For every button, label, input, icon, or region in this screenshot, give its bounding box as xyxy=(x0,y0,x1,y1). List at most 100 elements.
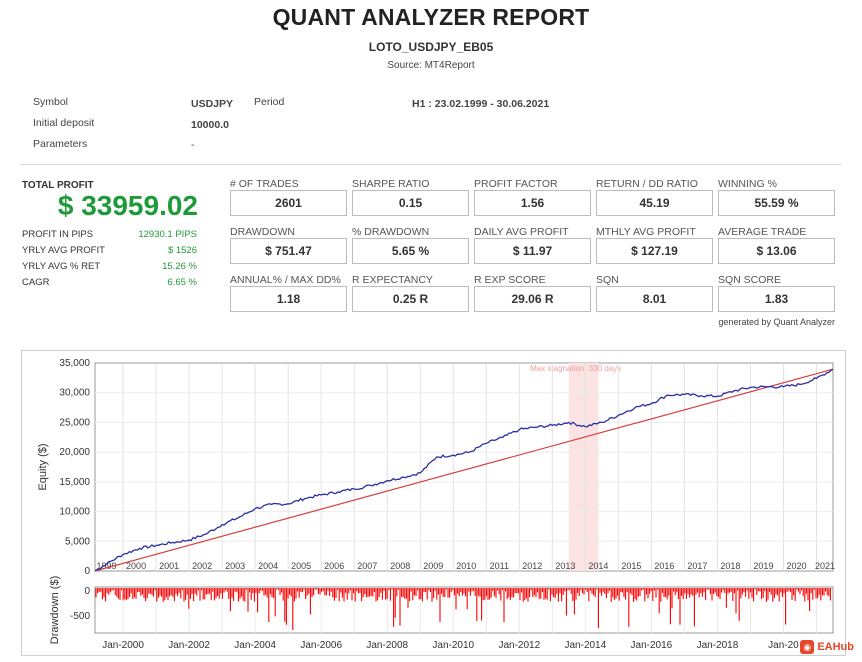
dd-x-label: Jan-2000 xyxy=(102,640,144,651)
left-stat-value: 15.26 % xyxy=(162,261,197,272)
year-label: 2000 xyxy=(126,561,146,571)
year-label: 2013 xyxy=(555,561,575,571)
year-label: 2009 xyxy=(423,561,443,571)
strategy-name: LOTO_USDJPY_EB05 xyxy=(368,40,494,54)
stat-value: 0.25 R xyxy=(352,286,469,312)
stat-value: $ 127.19 xyxy=(596,238,713,264)
stat-value: 45.19 xyxy=(596,190,713,216)
year-label: 2019 xyxy=(753,561,773,571)
stat-value: 8.01 xyxy=(596,286,713,312)
left-stat-row: YRLY AVG % RET 15.26 % xyxy=(22,261,197,272)
drawdown-axis-title: Drawdown ($) xyxy=(49,576,61,644)
year-label: 2020 xyxy=(786,561,806,571)
left-stat-row: CAGR 6.65 % xyxy=(22,277,197,288)
year-label: 2001 xyxy=(159,561,179,571)
period-value: H1 : 23.02.1999 - 30.06.2021 xyxy=(412,98,550,110)
year-label: 1999 xyxy=(97,561,117,571)
dd-tick-label: 0 xyxy=(84,586,90,597)
dd-x-label: Jan-2002 xyxy=(168,640,210,651)
y-tick-label: 20,000 xyxy=(59,447,90,458)
deposit-value: 10000.0 xyxy=(191,119,229,131)
deposit-label: Initial deposit xyxy=(33,117,95,129)
stat-value: 55.59 % xyxy=(718,190,835,216)
year-label: 2011 xyxy=(490,561,509,571)
left-stat-label: YRLY AVG PROFIT xyxy=(22,245,105,256)
y-tick-label: 30,000 xyxy=(59,388,90,399)
left-stat-value: $ 1526 xyxy=(167,245,197,256)
equity-plot-area xyxy=(94,362,834,572)
year-label: 2008 xyxy=(390,561,410,571)
report-source: Source: MT4Report xyxy=(387,60,475,71)
total-profit-label: TOTAL PROFIT xyxy=(22,180,94,191)
stat-label: # OF TRADES xyxy=(230,178,299,190)
stat-label: RETURN / DD RATIO xyxy=(596,178,698,190)
stat-label: AVERAGE TRADE xyxy=(718,226,807,238)
year-label: 2006 xyxy=(324,561,344,571)
equity-line xyxy=(94,368,834,572)
year-label: 2014 xyxy=(588,561,608,571)
dd-x-label: Jan-2006 xyxy=(300,640,342,651)
year-label: 2015 xyxy=(621,561,641,571)
year-label: 2012 xyxy=(522,561,542,571)
year-label: 2016 xyxy=(654,561,674,571)
stat-label: R EXPECTANCY xyxy=(352,274,433,286)
dd-x-label: Jan-2010 xyxy=(432,640,474,651)
y-tick-label: 35,000 xyxy=(59,358,90,369)
year-label: 2007 xyxy=(357,561,377,571)
dd-x-label: Jan-2004 xyxy=(234,640,276,651)
report-title: QUANT ANALYZER REPORT xyxy=(272,4,590,30)
stat-value: 2601 xyxy=(230,190,347,216)
year-label: 2004 xyxy=(258,561,278,571)
y-tick-label: 0 xyxy=(84,566,90,577)
year-label: 2017 xyxy=(687,561,707,571)
left-stat-value: 12930.1 PIPS xyxy=(138,229,197,240)
stat-value: $ 11.97 xyxy=(474,238,591,264)
parameters-value: - xyxy=(191,139,195,151)
parameters-label: Parameters xyxy=(33,138,88,150)
equity-axis-title: Equity ($) xyxy=(37,443,49,490)
stat-label: PROFIT FACTOR xyxy=(474,178,558,190)
dd-x-label: Jan-20 xyxy=(768,640,799,651)
watermark-text: EAHub xyxy=(817,640,854,653)
stat-value: 5.65 % xyxy=(352,238,469,264)
stat-label: DRAWDOWN xyxy=(230,226,295,238)
stagnation-band xyxy=(568,363,599,571)
period-label: Period xyxy=(254,96,285,108)
dd-x-label: Jan-2018 xyxy=(697,640,739,651)
equity-chart: Max stagnation: 330 days 0 5,000 10,000 15,0… xyxy=(37,358,835,651)
y-tick-label: 25,000 xyxy=(59,417,90,428)
y-tick-label: 15,000 xyxy=(59,477,90,488)
stat-label: SQN SCORE xyxy=(718,274,782,286)
y-tick-label: 5,000 xyxy=(65,536,90,547)
stat-label: ANNUAL% / MAX DD% xyxy=(230,274,341,286)
year-label: 2002 xyxy=(192,561,212,571)
stat-value: $ 13.06 xyxy=(718,238,835,264)
trend-line xyxy=(94,368,834,572)
year-label: 2003 xyxy=(225,561,245,571)
stat-label: MTHLY AVG PROFIT xyxy=(596,226,696,238)
left-stat-value: 6.65 % xyxy=(167,277,197,288)
dd-x-label: Jan-2012 xyxy=(498,640,540,651)
left-stat-label: CAGR xyxy=(22,277,50,288)
stat-value: 1.56 xyxy=(474,190,591,216)
stat-label: WINNING % xyxy=(718,178,777,190)
year-label: 2005 xyxy=(291,561,311,571)
symbol-value: USDJPY xyxy=(191,98,234,110)
left-stat-row: YRLY AVG PROFIT $ 1526 xyxy=(22,245,197,256)
stat-label: SQN xyxy=(596,274,619,286)
section-divider xyxy=(20,164,842,165)
stat-value: 0.15 xyxy=(352,190,469,216)
left-stat-label: PROFIT IN PIPS xyxy=(22,229,94,240)
dd-x-label: Jan-2008 xyxy=(366,640,408,651)
year-label: 2018 xyxy=(720,561,740,571)
stat-value: $ 751.47 xyxy=(230,238,347,264)
stat-label: SHARPE RATIO xyxy=(352,178,430,190)
stat-label: DAILY AVG PROFIT xyxy=(474,226,569,238)
y-tick-label: 10,000 xyxy=(59,507,90,518)
left-stat-label: YRLY AVG % RET xyxy=(22,261,101,272)
dd-tick-label: -500 xyxy=(70,611,90,622)
stat-label: % DRAWDOWN xyxy=(352,226,430,238)
stagnation-label: Max stagnation: 330 days xyxy=(530,364,621,373)
stat-value: 1.18 xyxy=(230,286,347,312)
stat-value: 29.06 R xyxy=(474,286,591,312)
